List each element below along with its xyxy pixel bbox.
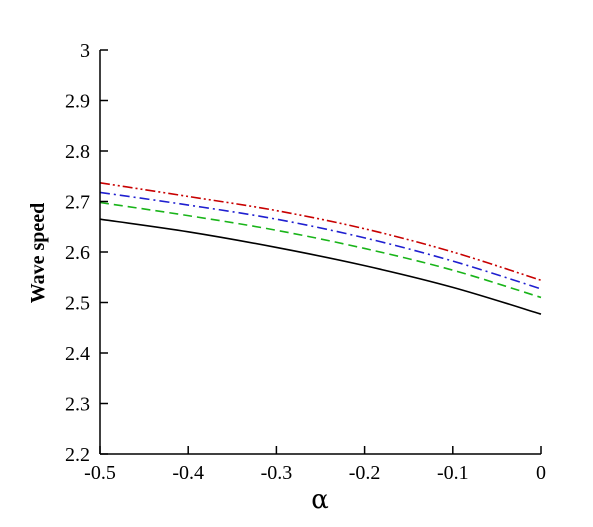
x-tick-label: -0.2: [349, 462, 381, 484]
axes-layer: 2.2 2.3 2.4 2.5 2.6 2.7 2.8 2.9 3 -0.5 -0.4 -0.3 -0.…: [65, 40, 546, 484]
y-tick-label: 2.3: [65, 394, 90, 416]
y-tick-label: 2.2: [65, 444, 90, 466]
series-line-3: [99, 191, 542, 290]
series-line-1: [99, 218, 542, 315]
x-tick-label: -0.3: [261, 462, 293, 484]
x-tick-label: -0.4: [172, 462, 204, 484]
y-tick-label: 2.5: [65, 293, 90, 315]
y-tick-label: 2.7: [65, 192, 90, 214]
y-axis-title: Wave speed: [27, 203, 49, 304]
series-line-4: [99, 182, 542, 282]
y-tick-label: 2.4: [65, 343, 90, 365]
y-tick-label: 2.6: [65, 242, 90, 264]
y-tick-label: 2.9: [65, 91, 90, 113]
x-tick-label: -0.5: [84, 462, 116, 484]
series-layer: [99, 182, 542, 315]
series-line-2: [99, 201, 542, 299]
x-tick-label: -0.1: [437, 462, 469, 484]
y-tick-label: 3: [80, 40, 90, 62]
x-axis-title: α: [311, 485, 329, 515]
x-tick-label: 0: [536, 462, 546, 484]
y-tick-label: 2.8: [65, 141, 90, 163]
